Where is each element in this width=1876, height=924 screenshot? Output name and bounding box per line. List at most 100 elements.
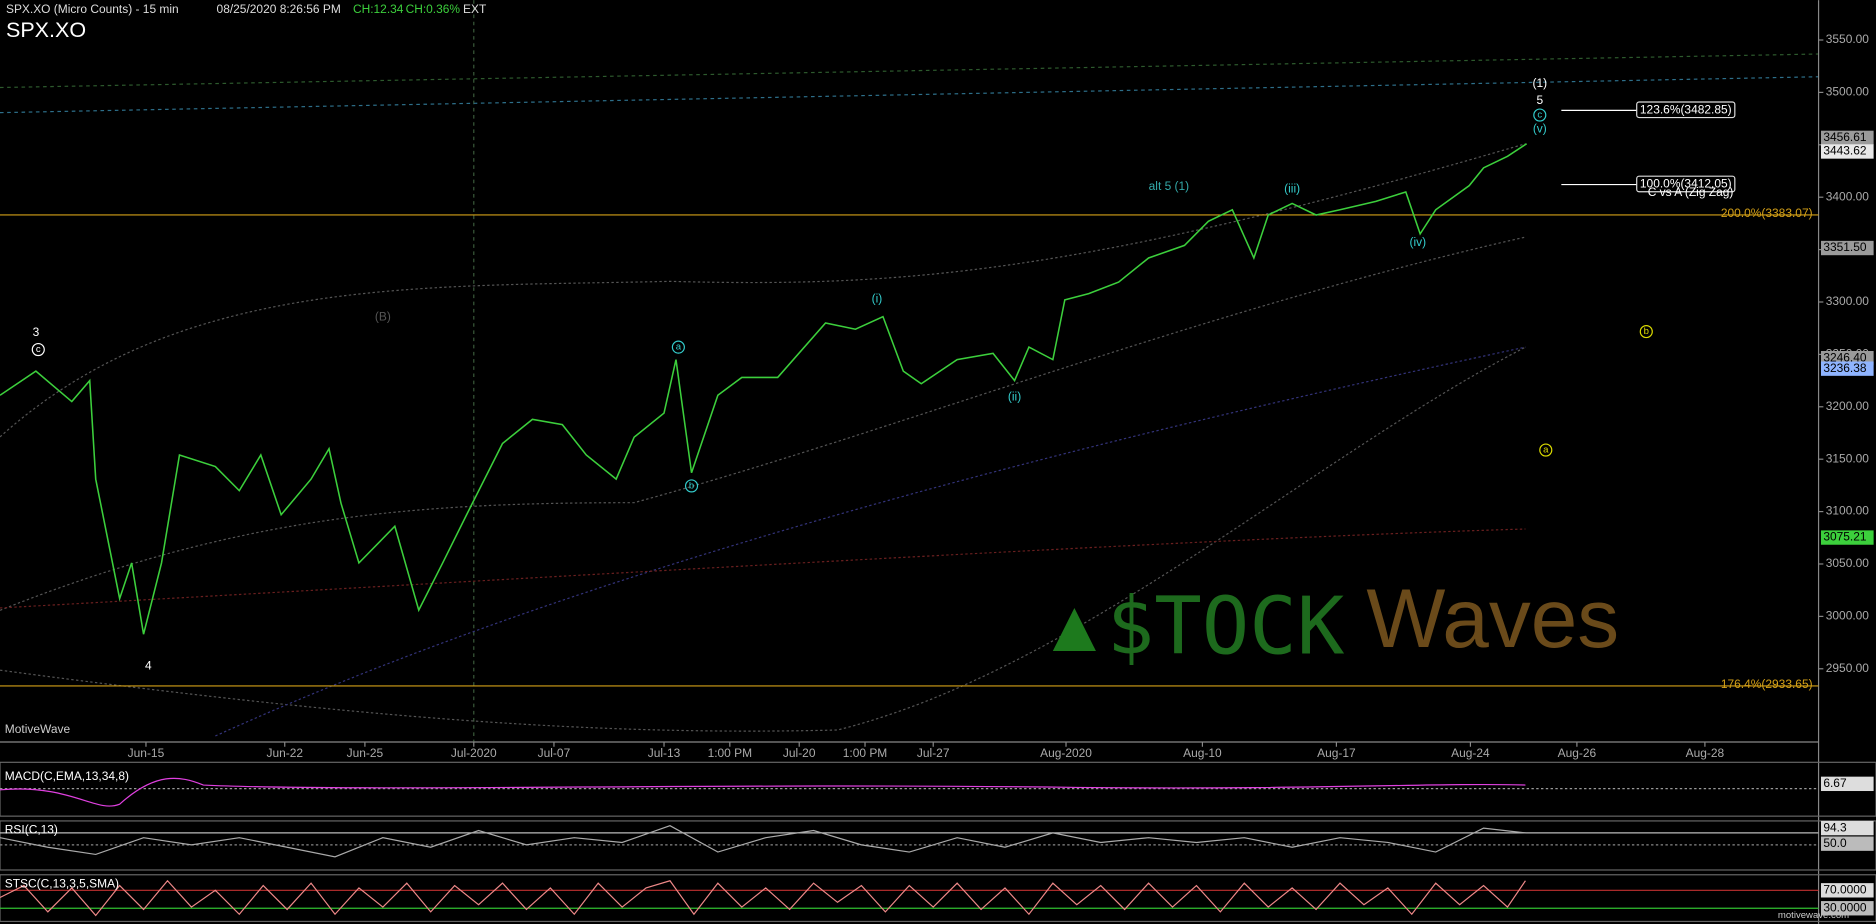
price-tag [1820, 130, 1874, 146]
fib-label-box [1636, 175, 1736, 193]
watermark: $TOCK [1107, 580, 1345, 672]
indicator-tag-label: 30.0000 [1823, 900, 1867, 914]
wave-label: 4 [145, 659, 152, 673]
wave-label: 5 [1536, 93, 1543, 107]
fib-label: 100.0%(3412.05) [1640, 177, 1732, 191]
price-tag-label: 3351.50 [1823, 240, 1867, 254]
wave-label: (i) [872, 291, 883, 305]
band [0, 346, 1526, 732]
y-tick-label: 3500.00 [1826, 85, 1870, 99]
wave-circle [684, 479, 699, 493]
band [0, 236, 1526, 611]
price-tag [1820, 361, 1874, 376]
x-tick-label: Aug-10 [1183, 746, 1222, 760]
site: motivewave.com [1778, 910, 1849, 921]
source: MotiveWave [5, 722, 71, 736]
x-tick-label: Aug-26 [1558, 746, 1597, 760]
price-tag-label: 3443.62 [1823, 144, 1867, 158]
wave-label: (v) [1533, 122, 1547, 136]
indicator-tag-label: 94.3 [1823, 820, 1847, 834]
watermark: Waves [1366, 571, 1619, 665]
wave-label: C vs A (Zig Zag) [1648, 185, 1734, 199]
rsi-panel [0, 820, 1876, 871]
indicator-tag [1820, 901, 1874, 916]
y-tick-label: 3050.00 [1826, 556, 1870, 570]
wave-label: c [1537, 110, 1542, 121]
x-tick-label: 1:00 PM [843, 746, 888, 760]
stsc-panel [0, 874, 1876, 923]
wave-label: a [1543, 445, 1549, 456]
wave-label: b [1644, 326, 1649, 337]
x-tick-label: Aug-28 [1686, 746, 1725, 760]
fib-label: 200.0%(3383.07) [1721, 206, 1813, 220]
average [215, 346, 1526, 737]
y-tick-label: 3550.00 [1826, 32, 1870, 46]
header-caption: SPX.XO (Micro Counts) - 15 min [6, 2, 179, 16]
average [0, 528, 1526, 609]
trend-line [0, 76, 1819, 114]
fib-label-box [1636, 101, 1736, 119]
x-tick-label: Jul-13 [648, 746, 681, 760]
x-tick-label: Aug-17 [1317, 746, 1356, 760]
wave-circle [1533, 108, 1547, 122]
indicator-tag-label: 50.0 [1823, 836, 1847, 850]
indicator-tag [1820, 776, 1874, 792]
wave-circle [1539, 443, 1553, 457]
indicator-tag [1820, 836, 1874, 851]
indicator-label: RSI(C,13) [5, 823, 58, 837]
price-line [0, 143, 1528, 635]
chart-title: SPX.XO [6, 18, 86, 42]
wave-label: (ii) [1008, 390, 1021, 404]
header-change-pct: CH:0.36% [406, 2, 461, 16]
x-tick-label: Jun-22 [266, 746, 303, 760]
price-tag [1820, 530, 1874, 545]
x-tick-label: Jul-07 [538, 746, 571, 760]
indicator-label: STSC(C,13,3,5,SMA) [5, 876, 119, 890]
wave-label: (iv) [1409, 235, 1426, 249]
wave-label: b [689, 480, 694, 491]
x-tick-label: Jul-2020 [451, 746, 497, 760]
indicator-tag [1820, 820, 1874, 836]
x-tick-label: Jun-15 [128, 746, 165, 760]
y-tick-label: 3400.00 [1826, 189, 1870, 203]
wave-circle [671, 340, 685, 354]
y-tick-label: 3150.00 [1826, 451, 1870, 465]
x-tick-label: Jul-20 [783, 746, 816, 760]
fib-label: 123.6%(3482.85) [1640, 103, 1732, 117]
wave-circle [1639, 325, 1653, 339]
wave-label: (B) [375, 309, 391, 323]
y-tick-label: 3000.00 [1826, 609, 1870, 623]
price-tag-label: 3236.38 [1823, 361, 1867, 375]
price-tag [1820, 144, 1874, 159]
trend-line [0, 53, 1819, 89]
wave-label: (1) [1532, 76, 1547, 90]
price-tag-label: 3456.61 [1823, 130, 1867, 144]
price-tag-label: 3246.40 [1823, 350, 1867, 364]
rsi-line [0, 825, 1526, 858]
header-session: EXT [463, 2, 487, 16]
price-tag-label: 3075.21 [1823, 530, 1867, 544]
wave-label: (iii) [1284, 181, 1300, 195]
y-tick-label: 3100.00 [1826, 504, 1870, 518]
x-tick-label: Aug-2020 [1040, 746, 1092, 760]
y-tick-label: 2950.00 [1826, 661, 1870, 675]
y-tick-label: 3300.00 [1826, 294, 1870, 308]
x-tick-label: Jul-27 [917, 746, 950, 760]
band [0, 143, 1526, 438]
indicator-label: MACD(C,EMA,13,34,8) [5, 769, 129, 783]
header-change: CH:12.34 [353, 2, 404, 16]
wave-label: a [676, 342, 682, 353]
wave-label: 3 [33, 325, 40, 339]
price-tag [1820, 240, 1874, 256]
wave-label: alt 5 (1) [1149, 179, 1190, 193]
y-tick-label: 3200.00 [1826, 399, 1870, 413]
stsc-line [0, 879, 1526, 917]
wave-label: c [36, 344, 41, 355]
fib-label: 176.4%(2933.65) [1721, 677, 1813, 691]
x-tick-label: Aug-24 [1451, 746, 1490, 760]
header-datetime: 08/25/2020 8:26:56 PM [217, 2, 341, 16]
indicator-tag [1820, 883, 1874, 898]
